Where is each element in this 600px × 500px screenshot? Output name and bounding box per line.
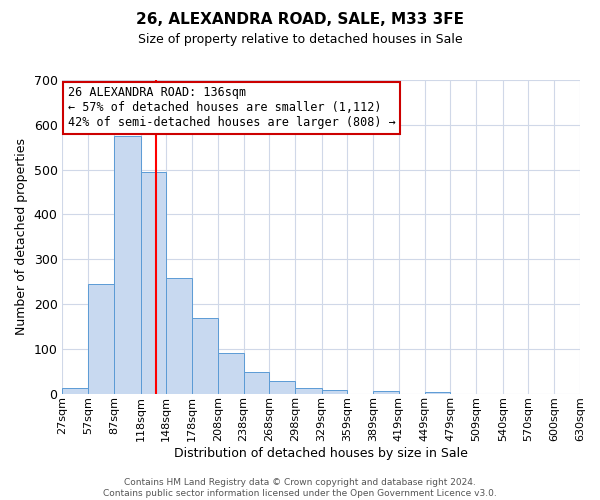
Text: Size of property relative to detached houses in Sale: Size of property relative to detached ho… <box>137 32 463 46</box>
Bar <box>244 372 269 394</box>
Bar <box>192 318 218 394</box>
Bar <box>88 284 114 394</box>
Y-axis label: Number of detached properties: Number of detached properties <box>15 138 28 336</box>
Text: Contains HM Land Registry data © Crown copyright and database right 2024.
Contai: Contains HM Land Registry data © Crown c… <box>103 478 497 498</box>
Bar <box>114 136 140 394</box>
X-axis label: Distribution of detached houses by size in Sale: Distribution of detached houses by size … <box>174 447 468 460</box>
Text: 26, ALEXANDRA ROAD, SALE, M33 3FE: 26, ALEXANDRA ROAD, SALE, M33 3FE <box>136 12 464 28</box>
Text: 26 ALEXANDRA ROAD: 136sqm
← 57% of detached houses are smaller (1,112)
42% of se: 26 ALEXANDRA ROAD: 136sqm ← 57% of detac… <box>68 86 395 130</box>
Bar <box>140 172 166 394</box>
Bar <box>322 390 347 394</box>
Bar <box>218 353 244 394</box>
Bar <box>62 388 88 394</box>
Bar <box>166 278 192 394</box>
Bar <box>373 392 399 394</box>
Bar <box>425 392 451 394</box>
Bar <box>295 388 322 394</box>
Bar <box>269 382 295 394</box>
